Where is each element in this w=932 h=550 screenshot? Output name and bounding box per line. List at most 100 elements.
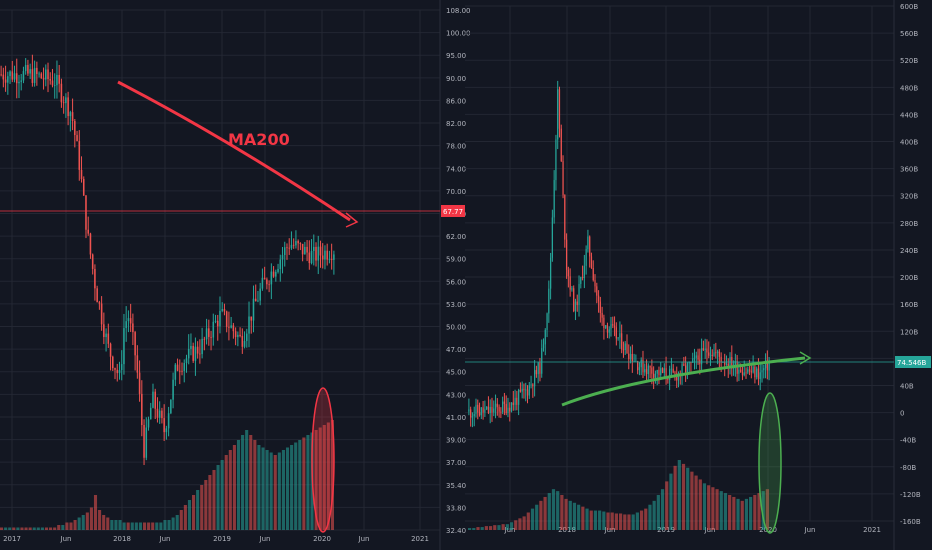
left-candle-body bbox=[185, 358, 188, 364]
left-volume-bar bbox=[28, 527, 32, 530]
left-volume-bar bbox=[220, 460, 224, 530]
right-price-tick: 360B bbox=[900, 166, 918, 174]
left-candle-body bbox=[74, 120, 76, 136]
right-candle-body bbox=[601, 312, 603, 318]
left-volume-bar bbox=[314, 430, 318, 530]
left-volume-bar bbox=[159, 522, 163, 530]
left-candle-body bbox=[243, 340, 246, 347]
left-candle-body bbox=[333, 254, 335, 260]
left-volume-bar bbox=[44, 527, 49, 530]
left-volume-bar bbox=[138, 522, 142, 530]
right-volume-bar bbox=[665, 481, 669, 530]
left-candle-body bbox=[315, 246, 317, 261]
right-price-tick: 520B bbox=[900, 57, 918, 65]
right-candle-body bbox=[709, 354, 712, 356]
right-candle-body bbox=[583, 265, 585, 279]
left-candle-body bbox=[136, 355, 139, 373]
left-time-tick: 2018 bbox=[113, 535, 131, 543]
left-time-tick: 2020 bbox=[313, 535, 331, 543]
annotations: MA200 bbox=[117, 80, 812, 534]
left-volume-bar bbox=[318, 427, 322, 530]
ma200-trend-line bbox=[117, 80, 351, 222]
left-volume-bar bbox=[151, 522, 155, 530]
left-candle-body bbox=[203, 338, 206, 340]
right-candle-body bbox=[486, 406, 488, 410]
left-volume-bar bbox=[57, 525, 61, 530]
left-volume-bar bbox=[4, 527, 8, 530]
left-candle-body bbox=[152, 391, 154, 408]
left-volume-bar bbox=[269, 452, 273, 530]
left-candle-body bbox=[272, 271, 275, 277]
left-candle-body bbox=[179, 370, 181, 372]
right-volume-bar bbox=[677, 460, 681, 530]
right-candle-body bbox=[548, 288, 550, 314]
right-volume-bar bbox=[656, 495, 660, 530]
left-price-tick: 74.00 bbox=[446, 165, 466, 173]
left-volume-bar bbox=[322, 425, 326, 530]
left-candle-body bbox=[201, 338, 203, 355]
left-candle-body bbox=[116, 369, 119, 374]
right-candle-body bbox=[704, 348, 706, 350]
right-volume-bar bbox=[694, 475, 698, 530]
left-price-tick: 47.00 bbox=[446, 346, 466, 354]
right-volume-bar bbox=[740, 500, 744, 530]
right-volume-bar bbox=[581, 506, 585, 530]
left-candle-body bbox=[89, 233, 92, 255]
left-volume-bar bbox=[49, 527, 53, 530]
right-volume-bar bbox=[589, 510, 593, 530]
left-candle-body bbox=[53, 85, 56, 87]
left-candle-body bbox=[145, 427, 148, 458]
right-candle-body bbox=[708, 352, 710, 356]
left-volume-bar bbox=[147, 522, 151, 530]
left-volume-bar bbox=[236, 440, 241, 530]
left-candle-body bbox=[15, 73, 18, 84]
left-panel[interactable]: 108.00 100.00 95.00 90.00 86.00 82.00 78.00 74.… bbox=[0, 0, 471, 550]
right-candle-body bbox=[669, 369, 671, 380]
right-volume-bar bbox=[476, 527, 480, 530]
right-volume-bar bbox=[715, 489, 719, 530]
left-candle-body bbox=[96, 288, 98, 303]
left-candle-body bbox=[239, 334, 241, 336]
left-candle-body bbox=[143, 425, 145, 458]
left-candle-body bbox=[36, 67, 38, 74]
left-volume-bar bbox=[204, 480, 208, 530]
right-volume-bar bbox=[631, 514, 635, 530]
right-candle-body bbox=[507, 407, 509, 414]
left-last-price-text: 67.77 bbox=[443, 208, 463, 216]
right-candle-body bbox=[631, 354, 633, 362]
right-candle-body bbox=[590, 256, 593, 269]
right-candle-body bbox=[569, 276, 571, 290]
left-volume-bar bbox=[65, 522, 69, 530]
right-volume-bar bbox=[623, 514, 627, 530]
left-candle-body bbox=[4, 79, 7, 83]
right-panel[interactable]: 600B 560B 520B 480B 440B 400B 360B 320B 280B 240B… bbox=[465, 0, 931, 550]
left-volume-bar bbox=[273, 455, 277, 530]
right-volume-bar bbox=[728, 495, 732, 530]
right-candle-body bbox=[468, 409, 470, 412]
left-volume-bar bbox=[8, 527, 12, 530]
right-volume-bar bbox=[509, 522, 514, 530]
right-candle-body bbox=[750, 371, 752, 373]
right-candle-body bbox=[603, 317, 605, 329]
right-candle-body bbox=[480, 407, 482, 416]
right-price-tick: 400B bbox=[900, 139, 918, 147]
left-candle-body bbox=[13, 73, 16, 80]
left-volume-bar bbox=[24, 527, 28, 530]
left-volume-bar bbox=[20, 527, 24, 530]
left-candle-body bbox=[118, 370, 121, 374]
right-candle-body bbox=[514, 397, 516, 405]
right-volume-bar bbox=[660, 489, 665, 530]
left-volume-bar bbox=[98, 510, 102, 530]
left-volume-bar bbox=[245, 430, 249, 530]
right-volume-bar bbox=[526, 512, 530, 530]
left-volume-bar bbox=[171, 517, 175, 530]
right-candle-body bbox=[756, 368, 758, 378]
right-price-tick: 480B bbox=[900, 84, 918, 92]
right-candle-body bbox=[470, 409, 472, 418]
right-candle-body bbox=[567, 269, 569, 277]
left-candle-body bbox=[58, 74, 60, 84]
right-candle-body bbox=[478, 412, 481, 416]
right-candle-body bbox=[596, 286, 598, 296]
left-candle-body bbox=[219, 310, 221, 327]
